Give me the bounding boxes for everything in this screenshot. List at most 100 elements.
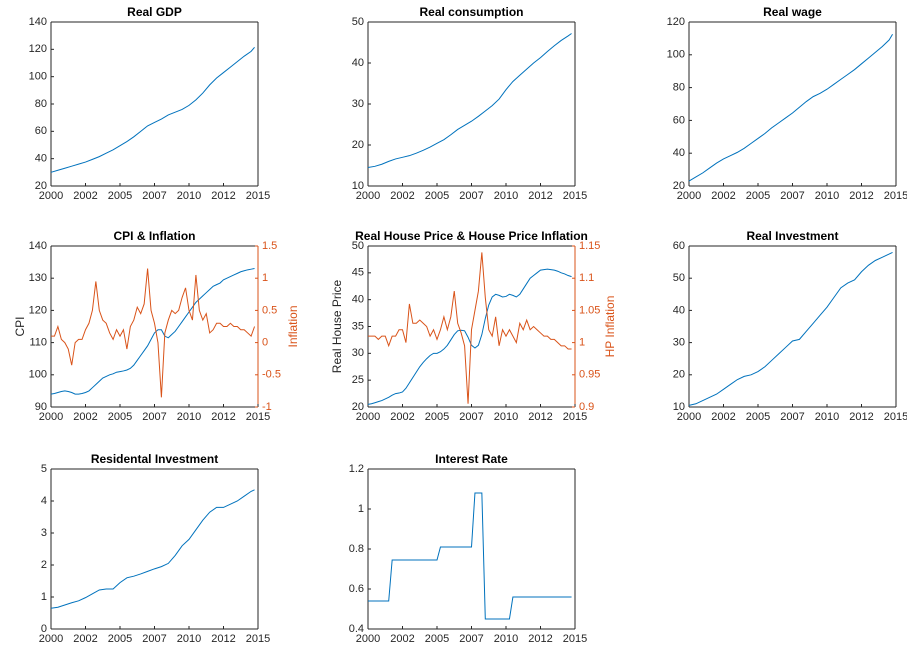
x-tick-label: 2012 <box>528 633 552 645</box>
x-tick-label: 2000 <box>677 190 701 202</box>
x-tick-label: 2010 <box>815 411 839 423</box>
x-tick-label: 2010 <box>177 633 201 645</box>
x-tick-label: 2007 <box>142 411 166 423</box>
x-tick-label: 2010 <box>494 411 518 423</box>
x-tick-label: 2007 <box>142 633 166 645</box>
x-tick-label: 2012 <box>211 633 235 645</box>
y-tick-label: 45 <box>352 267 364 279</box>
y-tick-label: 30 <box>352 98 364 110</box>
y-tick-label: 60 <box>673 114 685 126</box>
series-line <box>367 33 572 169</box>
y2-tick-label: 1 <box>579 337 585 349</box>
y-tick-label: 20 <box>352 401 364 413</box>
subplot: 2000 2002 2005 2007 2010 2012 2015 20 40 60 80 100 1… <box>29 5 271 202</box>
x-tick-label: 2007 <box>142 190 166 202</box>
x-tick-label: 2012 <box>211 190 235 202</box>
y-tick-label: 5 <box>41 463 47 475</box>
subplot: 2000 2002 2005 2007 2010 2012 2015 0 1 2 3 4 5 Reside… <box>39 452 270 645</box>
subplot: 2000 2002 2005 2007 2010 2012 2015 90 100 110 120 1… <box>13 229 300 423</box>
x-tick-label: 2015 <box>563 411 587 423</box>
y2-axis-label: HP Inflation <box>603 296 617 358</box>
y-tick-label: 100 <box>29 369 47 381</box>
plot-area <box>368 469 575 629</box>
y-tick-label: 90 <box>35 401 47 413</box>
y-tick-label: 100 <box>29 71 47 83</box>
x-tick-label: 2007 <box>780 411 804 423</box>
subplot: 2000 2002 2005 2007 2010 2012 2015 10 20 30 40 50 Re… <box>352 5 587 202</box>
series-line <box>51 268 256 398</box>
y-tick-label: 140 <box>29 16 47 28</box>
x-tick-label: 2005 <box>746 411 770 423</box>
y-tick-label: 40 <box>352 57 364 69</box>
x-tick-label: 2002 <box>390 411 414 423</box>
y2-tick-label: 1.1 <box>579 272 594 284</box>
y-tick-label: 50 <box>673 272 685 284</box>
y-axis-label: CPI <box>13 316 27 336</box>
y-tick-label: 3 <box>41 527 47 539</box>
y-tick-label: 4 <box>41 495 47 507</box>
series-line <box>368 252 572 404</box>
chart-title: Real House Price & House Price Inflation <box>355 229 588 243</box>
plot-area <box>368 22 575 186</box>
chart-title: Real Investment <box>746 229 838 243</box>
chart-title: Real wage <box>763 5 822 19</box>
series-line <box>368 492 572 620</box>
x-tick-label: 2010 <box>494 633 518 645</box>
x-tick-label: 2015 <box>246 190 270 202</box>
y-tick-label: 20 <box>35 180 47 192</box>
y-tick-label: 140 <box>29 240 47 252</box>
series-line <box>50 46 255 173</box>
x-tick-label: 2000 <box>356 411 380 423</box>
x-tick-label: 2005 <box>108 633 132 645</box>
x-tick-label: 2002 <box>711 411 735 423</box>
subplot: 2000 2002 2005 2007 2010 2012 2015 20 25 30 35 40 45… <box>330 229 617 423</box>
y2-tick-label: 1.15 <box>579 240 600 252</box>
x-tick-label: 2002 <box>73 190 97 202</box>
y-tick-label: 20 <box>352 139 364 151</box>
x-tick-label: 2002 <box>390 633 414 645</box>
x-tick-label: 2015 <box>884 411 907 423</box>
x-tick-label: 2000 <box>677 411 701 423</box>
x-tick-label: 2010 <box>177 190 201 202</box>
y2-tick-label: 0.95 <box>579 369 600 381</box>
y2-tick-label: -0.5 <box>262 369 281 381</box>
y-tick-label: 20 <box>673 369 685 381</box>
x-tick-label: 2000 <box>39 190 63 202</box>
x-tick-label: 2002 <box>711 190 735 202</box>
x-tick-label: 2012 <box>849 190 873 202</box>
chart-title: Interest Rate <box>435 452 508 466</box>
y2-tick-label: 0.9 <box>579 401 594 413</box>
y-tick-label: 50 <box>352 240 364 252</box>
y2-tick-label: 0 <box>262 337 268 349</box>
x-tick-label: 2010 <box>494 190 518 202</box>
y-tick-label: 0.6 <box>349 583 364 595</box>
y-tick-label: 80 <box>673 82 685 94</box>
x-tick-label: 2012 <box>528 190 552 202</box>
y-tick-label: 120 <box>29 304 47 316</box>
y-tick-label: 0 <box>41 623 47 635</box>
chart-title: Real GDP <box>127 5 182 19</box>
x-tick-label: 2005 <box>425 190 449 202</box>
y-tick-label: 60 <box>673 240 685 252</box>
y-tick-label: 120 <box>29 43 47 55</box>
y-tick-label: 2 <box>41 559 47 571</box>
y-tick-label: 25 <box>352 374 364 386</box>
x-tick-label: 2000 <box>356 190 380 202</box>
subplot: 2000 2002 2005 2007 2010 2012 2015 10 20 30 40 50 60… <box>673 229 907 423</box>
y-axis-label: Real House Price <box>330 279 344 373</box>
x-tick-label: 2002 <box>390 190 414 202</box>
series-line <box>367 268 572 405</box>
y2-axis-label: Inflation <box>286 305 300 347</box>
y-tick-label: 1 <box>358 503 364 515</box>
y-tick-label: 1 <box>41 591 47 603</box>
y-tick-label: 60 <box>35 125 47 137</box>
x-tick-label: 2007 <box>780 190 804 202</box>
x-tick-label: 2005 <box>108 190 132 202</box>
y2-tick-label: -1 <box>262 401 272 413</box>
x-tick-label: 2012 <box>849 411 873 423</box>
y-tick-label: 100 <box>667 49 685 61</box>
x-tick-label: 2015 <box>563 633 587 645</box>
series-line <box>50 268 255 395</box>
